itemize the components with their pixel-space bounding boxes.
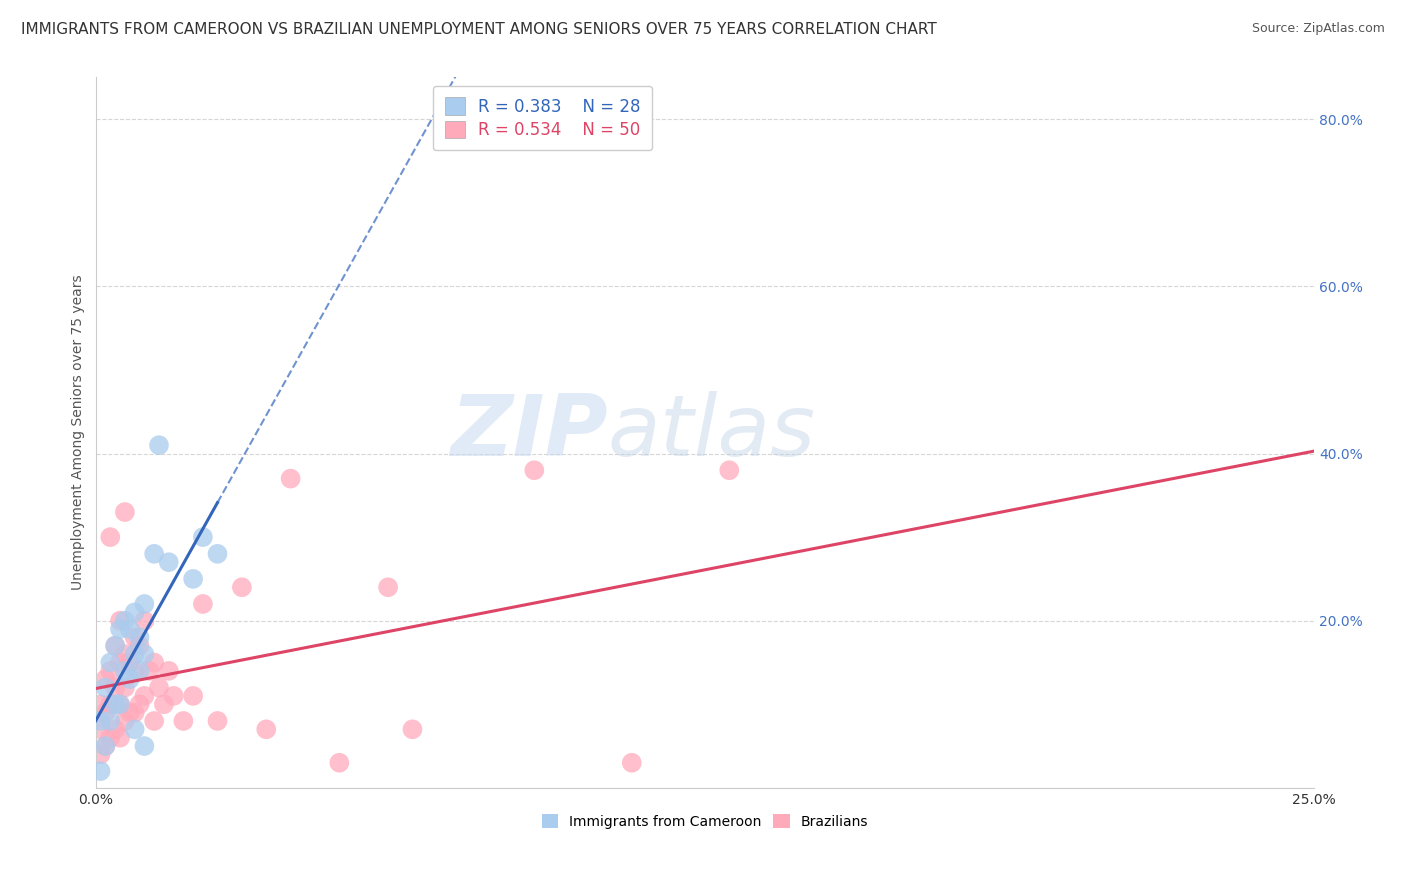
Point <box>124 664 146 678</box>
Point <box>108 698 131 712</box>
Point <box>104 639 127 653</box>
Point <box>114 714 136 728</box>
Y-axis label: Unemployment Among Seniors over 75 years: Unemployment Among Seniors over 75 years <box>72 275 86 591</box>
Point <box>90 698 112 712</box>
Point <box>90 764 112 778</box>
Point <box>98 731 121 745</box>
Point <box>134 739 156 753</box>
Point <box>207 714 229 728</box>
Legend: Immigrants from Cameroon, Brazilians: Immigrants from Cameroon, Brazilians <box>536 808 873 834</box>
Point <box>104 639 127 653</box>
Point <box>114 664 136 678</box>
Point <box>134 689 156 703</box>
Point <box>114 505 136 519</box>
Point <box>124 706 146 720</box>
Point <box>128 631 150 645</box>
Point <box>90 714 112 728</box>
Point <box>104 698 127 712</box>
Point <box>108 731 131 745</box>
Point <box>90 723 112 737</box>
Text: ZIP: ZIP <box>450 391 607 475</box>
Point <box>118 656 141 670</box>
Point <box>124 605 146 619</box>
Point <box>94 672 117 686</box>
Point <box>94 706 117 720</box>
Text: Source: ZipAtlas.com: Source: ZipAtlas.com <box>1251 22 1385 36</box>
Point <box>157 664 180 678</box>
Point <box>90 747 112 762</box>
Point <box>401 723 423 737</box>
Point <box>143 656 166 670</box>
Point <box>718 463 741 477</box>
Point <box>124 723 146 737</box>
Text: IMMIGRANTS FROM CAMEROON VS BRAZILIAN UNEMPLOYMENT AMONG SENIORS OVER 75 YEARS C: IMMIGRANTS FROM CAMEROON VS BRAZILIAN UN… <box>21 22 936 37</box>
Point <box>98 664 121 678</box>
Point <box>98 714 121 728</box>
Point <box>377 580 399 594</box>
Point <box>98 698 121 712</box>
Point <box>108 656 131 670</box>
Point <box>134 647 156 661</box>
Point <box>181 689 204 703</box>
Point <box>94 739 117 753</box>
Point <box>118 672 141 686</box>
Point <box>108 622 131 636</box>
Point <box>104 681 127 695</box>
Point <box>148 681 170 695</box>
Point <box>128 639 150 653</box>
Point <box>124 631 146 645</box>
Point <box>143 714 166 728</box>
Point <box>191 530 214 544</box>
Point <box>280 472 302 486</box>
Point <box>108 698 131 712</box>
Point <box>523 463 546 477</box>
Point <box>98 656 121 670</box>
Point <box>118 622 141 636</box>
Point <box>108 614 131 628</box>
Point <box>128 664 150 678</box>
Point <box>104 723 127 737</box>
Point <box>328 756 350 770</box>
Point <box>148 438 170 452</box>
Point <box>254 723 277 737</box>
Point <box>94 681 117 695</box>
Point <box>114 647 136 661</box>
Point <box>124 647 146 661</box>
Point <box>134 614 156 628</box>
Point <box>172 714 194 728</box>
Point <box>153 698 176 712</box>
Point <box>157 555 180 569</box>
Point <box>114 681 136 695</box>
Point <box>143 547 166 561</box>
Point <box>138 664 160 678</box>
Point <box>98 530 121 544</box>
Point <box>207 547 229 561</box>
Point <box>94 739 117 753</box>
Point <box>114 614 136 628</box>
Point <box>620 756 643 770</box>
Point <box>181 572 204 586</box>
Point <box>128 698 150 712</box>
Point <box>191 597 214 611</box>
Text: atlas: atlas <box>607 391 815 475</box>
Point <box>162 689 184 703</box>
Point <box>231 580 253 594</box>
Point <box>118 706 141 720</box>
Point <box>134 597 156 611</box>
